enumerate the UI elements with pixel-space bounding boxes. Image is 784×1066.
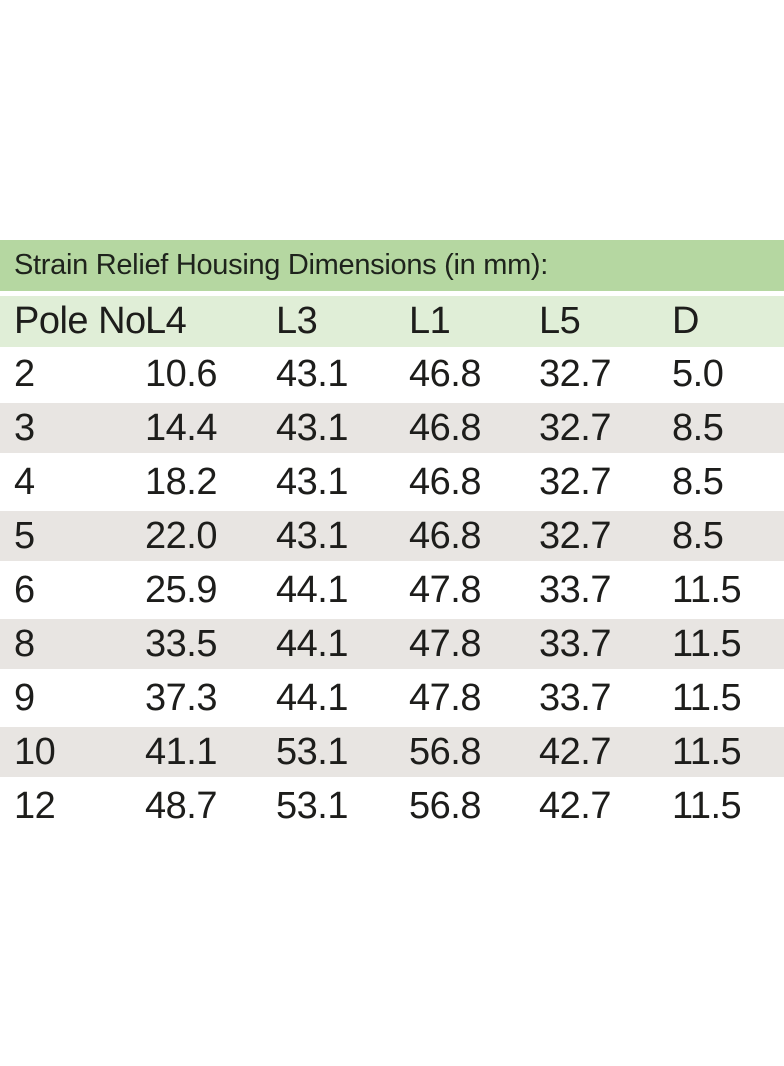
table-cell: 25.9	[145, 568, 217, 611]
table-cell: 11.5	[672, 622, 742, 665]
header-row: Pole No. L4 L3 L1 L5 D	[0, 296, 784, 347]
table-cell: 44.1	[276, 622, 348, 665]
header-cell-pole-no: Pole No.	[14, 300, 156, 342]
table-cell: 8.5	[672, 460, 724, 503]
table-cell: 44.1	[276, 676, 348, 719]
table-cell: 11.5	[672, 676, 742, 719]
table-title-bar: Strain Relief Housing Dimensions (in mm)…	[0, 240, 784, 291]
table-cell: 33.7	[539, 568, 611, 611]
header-cell-d: D	[672, 300, 699, 342]
table-cell: 10	[14, 730, 56, 773]
table-cell: 11.5	[672, 784, 742, 827]
table-cell: 8.5	[672, 406, 724, 449]
table-cell: 12	[14, 784, 56, 827]
table-cell: 3	[14, 406, 35, 449]
table-cell: 4	[14, 460, 35, 503]
table-cell: 47.8	[409, 622, 481, 665]
table-row: 2 10.6 43.1 46.8 32.7 5.0	[0, 347, 784, 401]
table-cell: 33.5	[145, 622, 217, 665]
table-row: 6 25.9 44.1 47.8 33.7 11.5	[0, 563, 784, 617]
table-row: 12 48.7 53.1 56.8 42.7 11.5	[0, 779, 784, 833]
table-cell: 47.8	[409, 676, 481, 719]
table-cell: 5	[14, 514, 35, 557]
table-row: 4 18.2 43.1 46.8 32.7 8.5	[0, 455, 784, 509]
table-cell: 2	[14, 352, 35, 395]
table-cell: 11.5	[672, 730, 742, 773]
strain-relief-dimensions-table: Strain Relief Housing Dimensions (in mm)…	[0, 240, 784, 833]
table-cell: 47.8	[409, 568, 481, 611]
table-cell: 18.2	[145, 460, 217, 503]
table-cell: 46.8	[409, 406, 481, 449]
table-cell: 43.1	[276, 406, 348, 449]
table-body: 2 10.6 43.1 46.8 32.7 5.0 3 14.4 43.1 46.8 32.7 8.5…	[0, 347, 784, 833]
table-row: 10 41.1 53.1 56.8 42.7 11.5	[0, 725, 784, 779]
header-cell-l3: L3	[276, 300, 318, 342]
table-cell: 37.3	[145, 676, 217, 719]
table-cell: 33.7	[539, 622, 611, 665]
table-cell: 56.8	[409, 730, 481, 773]
table-cell: 43.1	[276, 352, 348, 395]
header-cell-l4: L4	[145, 300, 187, 342]
table-cell: 46.8	[409, 460, 481, 503]
table-row: 9 37.3 44.1 47.8 33.7 11.5	[0, 671, 784, 725]
table-title: Strain Relief Housing Dimensions (in mm)…	[14, 249, 549, 281]
table-cell: 53.1	[276, 784, 348, 827]
table-cell: 32.7	[539, 406, 611, 449]
table-cell: 41.1	[145, 730, 217, 773]
header-cell-l5: L5	[539, 300, 581, 342]
table-cell: 5.0	[672, 352, 724, 395]
table-cell: 43.1	[276, 460, 348, 503]
table-cell: 53.1	[276, 730, 348, 773]
table-cell: 48.7	[145, 784, 217, 827]
table-cell: 22.0	[145, 514, 217, 557]
table-cell: 10.6	[145, 352, 217, 395]
table-row: 3 14.4 43.1 46.8 32.7 8.5	[0, 401, 784, 455]
table-cell: 44.1	[276, 568, 348, 611]
table-cell: 46.8	[409, 352, 481, 395]
table-cell: 32.7	[539, 460, 611, 503]
table-cell: 14.4	[145, 406, 217, 449]
table-cell: 8	[14, 622, 35, 665]
table-cell: 32.7	[539, 352, 611, 395]
table-cell: 56.8	[409, 784, 481, 827]
table-cell: 11.5	[672, 568, 742, 611]
table-cell: 46.8	[409, 514, 481, 557]
table-cell: 6	[14, 568, 35, 611]
table-cell: 8.5	[672, 514, 724, 557]
table-row: 8 33.5 44.1 47.8 33.7 11.5	[0, 617, 784, 671]
table-cell: 33.7	[539, 676, 611, 719]
table-row: 5 22.0 43.1 46.8 32.7 8.5	[0, 509, 784, 563]
table-cell: 42.7	[539, 730, 611, 773]
table-cell: 43.1	[276, 514, 348, 557]
table-cell: 9	[14, 676, 35, 719]
header-cell-l1: L1	[409, 300, 451, 342]
table-cell: 42.7	[539, 784, 611, 827]
table-cell: 32.7	[539, 514, 611, 557]
